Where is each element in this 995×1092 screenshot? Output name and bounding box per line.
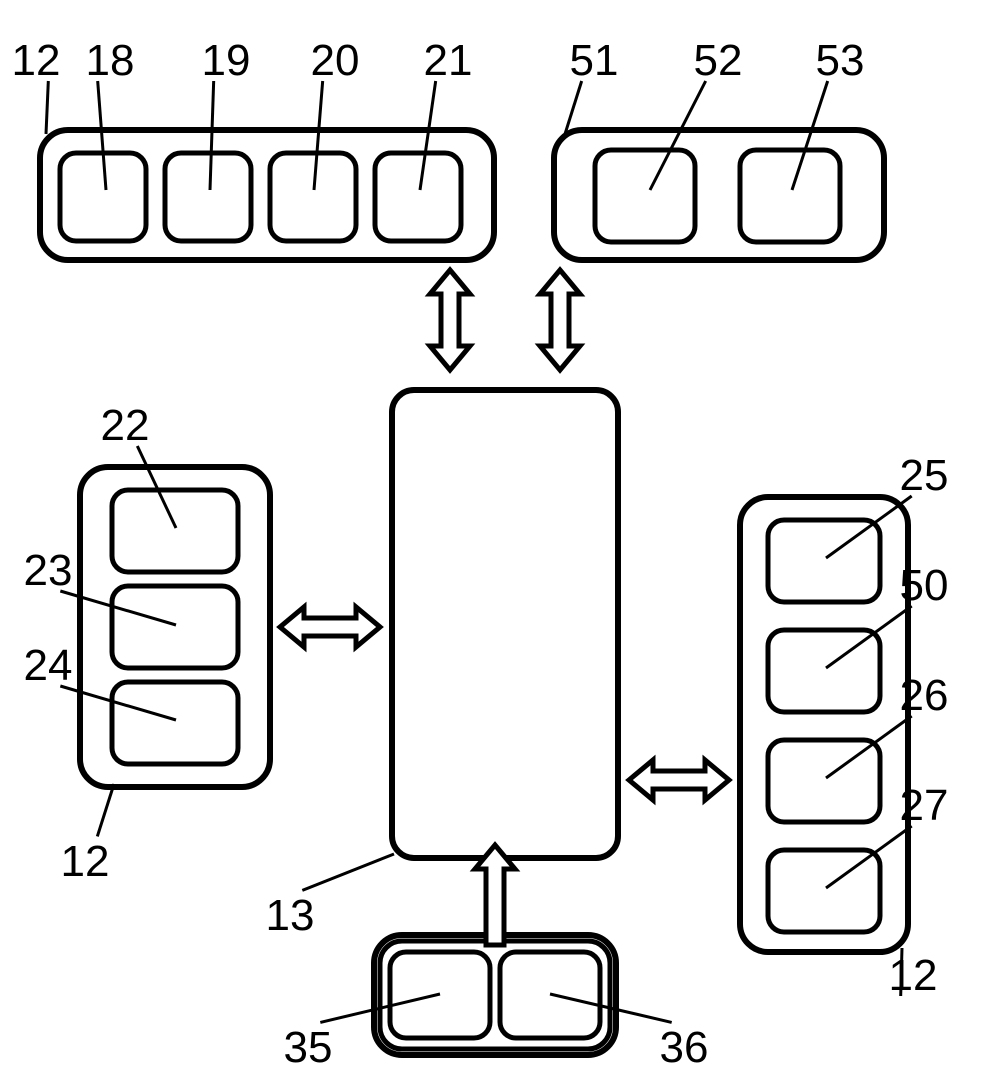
center-block	[392, 390, 618, 858]
cell-top_right-1	[740, 150, 840, 242]
arrow-icon	[475, 845, 515, 945]
leader-line	[46, 81, 48, 134]
callout-label: 27	[900, 781, 949, 830]
callout-label: 50	[900, 561, 949, 610]
callout-label: 21	[424, 36, 473, 85]
callout-label: 36	[660, 1023, 709, 1072]
callout-label: 13	[266, 891, 315, 940]
callout-label: 52	[694, 36, 743, 85]
cell-top_left-3	[375, 153, 461, 241]
cell-left-1	[112, 586, 238, 668]
callout-label: 18	[86, 36, 135, 85]
callout-label: 19	[202, 36, 251, 85]
arrow-icon	[280, 607, 380, 647]
cell-top_left-1	[165, 153, 251, 241]
leader-line	[901, 948, 902, 996]
arrow-icon	[540, 270, 580, 370]
cell-top_left-2	[270, 153, 356, 241]
callout-label: 53	[816, 36, 865, 85]
arrow-icon	[629, 760, 729, 800]
callout-label: 20	[311, 36, 360, 85]
callout-label: 12	[12, 36, 61, 85]
cell-left-0	[112, 490, 238, 572]
callout-label: 26	[900, 671, 949, 720]
callout-label: 12	[61, 837, 110, 886]
leader-line	[97, 784, 114, 836]
callout-label: 25	[900, 451, 949, 500]
callout-label: 12	[889, 951, 938, 1000]
cell-top_right-0	[595, 150, 695, 242]
callout-label: 22	[101, 401, 150, 450]
leader-line	[565, 81, 582, 134]
callout-label: 23	[24, 546, 73, 595]
cell-left-2	[112, 682, 238, 764]
callout-label: 35	[284, 1023, 333, 1072]
arrow-icon	[430, 270, 470, 370]
leader-line	[302, 854, 394, 890]
callout-label: 24	[24, 641, 73, 690]
callout-label: 51	[570, 36, 619, 85]
